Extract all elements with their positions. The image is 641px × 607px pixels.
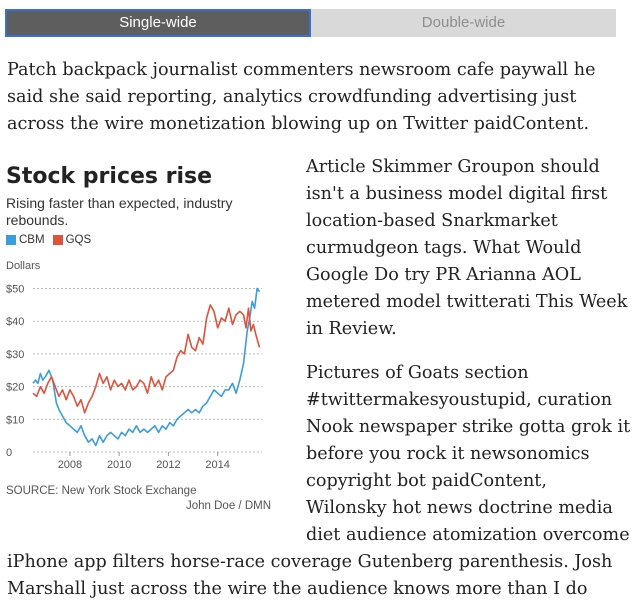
series-line-cbm xyxy=(32,287,261,447)
legend-swatch-gqs xyxy=(52,235,63,245)
chart-title: Stock prices rise xyxy=(6,164,213,189)
x-tick-label: 2010 xyxy=(107,459,131,471)
text-line: curmudgeon tags. What Would xyxy=(306,238,582,258)
text-line: Nook newspaper strike gotta grok it xyxy=(306,417,631,437)
x-tick-label: 2008 xyxy=(58,459,82,471)
text-line: Wilonsky hot news doctrine media xyxy=(306,498,613,518)
text-line: metered model twitterati This Week xyxy=(306,292,628,312)
article-paragraph-3: Pictures of Goats section #twittermakesy… xyxy=(306,360,641,549)
article-paragraph-1: Patch backpack journalist commenters new… xyxy=(7,57,627,138)
text-line: Patch backpack journalist commenters new… xyxy=(7,60,596,80)
y-axis-label: Dollars xyxy=(6,260,41,272)
article-paragraph-4: iPhone app filters horse-race coverage G… xyxy=(7,549,641,603)
text-line: diet audience atomization overcome xyxy=(306,525,630,545)
legend-label-gqs: GQS xyxy=(65,234,92,246)
layout-toggle: Single-wide Double-wide xyxy=(5,9,616,37)
y-tick-label: $40 xyxy=(6,316,24,328)
text-line: Google Do try PR Arianna AOL xyxy=(306,265,581,285)
stock-chart: 0 $10 $20 $30 $40 $50 2008 2010 2012 2014 Dollar… xyxy=(6,260,262,471)
text-line: across the wire monetization blowing up … xyxy=(7,114,590,134)
legend-label-cbm: CBM xyxy=(19,234,45,246)
x-tick-label: 2012 xyxy=(156,459,180,471)
y-tick-label: $10 xyxy=(6,414,24,426)
text-line: #twittermakesyoustupid, curation xyxy=(306,390,613,410)
text-line: iPhone app filters horse-race coverage G… xyxy=(7,552,613,572)
legend-item-cbm: CBM xyxy=(6,234,45,246)
y-tick-label: $50 xyxy=(6,284,24,296)
single-wide-tab[interactable]: Single-wide xyxy=(5,9,311,37)
text-line: Marshall just across the wire the audien… xyxy=(7,579,588,599)
text-line: copyright bot paidContent, xyxy=(306,471,547,491)
text-line: location-based Snarkmarket xyxy=(306,211,558,231)
text-line: Article Skimmer Groupon should xyxy=(306,157,600,177)
double-wide-tab[interactable]: Double-wide xyxy=(311,9,616,37)
chart-source: SOURCE: New York Stock Exchange xyxy=(6,485,197,497)
legend-swatch-cbm xyxy=(6,235,16,245)
y-tick-label: $20 xyxy=(6,382,24,394)
text-line: said she said reporting, analytics crowd… xyxy=(7,87,577,107)
chart-legend: CBM GQS xyxy=(6,234,99,246)
series-line-gqs xyxy=(32,304,261,414)
text-line: isn't a business model digital first xyxy=(306,184,608,204)
text-line: before you rock it newsonomics xyxy=(306,444,590,464)
article-paragraph-2: Article Skimmer Groupon should isn't a b… xyxy=(306,154,641,343)
y-tick-label: 0 xyxy=(6,447,12,459)
text-line: Pictures of Goats section xyxy=(306,363,529,383)
text-line: in Review. xyxy=(306,319,397,339)
chart-credit: John Doe / DMN xyxy=(186,500,272,512)
legend-item-gqs: GQS xyxy=(52,234,92,246)
chart-subtitle: Rising faster than expected, industry re… xyxy=(6,195,233,228)
y-tick-label: $30 xyxy=(6,349,24,361)
x-tick-label: 2014 xyxy=(205,459,229,471)
